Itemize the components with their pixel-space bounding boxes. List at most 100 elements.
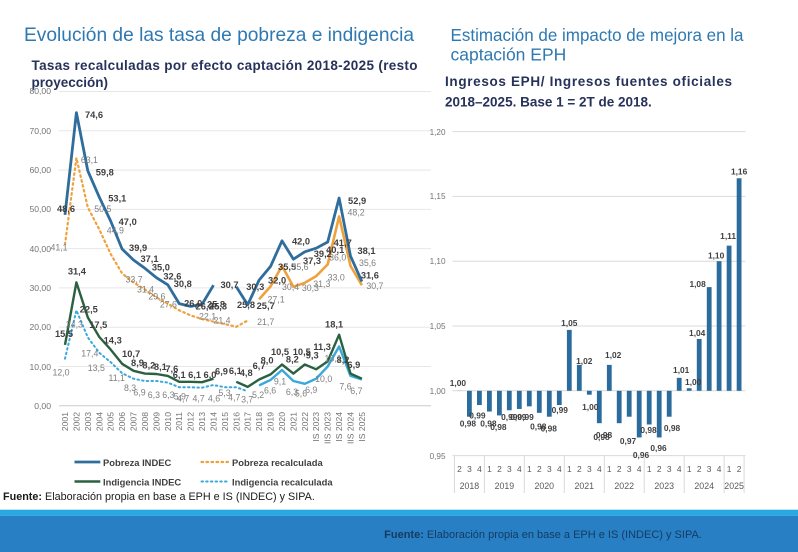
svg-text:15,5: 15,5 xyxy=(55,329,73,339)
svg-text:5,9: 5,9 xyxy=(174,392,186,402)
svg-text:1,02: 1,02 xyxy=(605,350,622,360)
svg-text:Tasas recalculadas por efecto: Tasas recalculadas por efecto captación … xyxy=(32,58,418,73)
svg-text:2022: 2022 xyxy=(614,481,634,491)
svg-text:50,00: 50,00 xyxy=(29,204,51,214)
svg-text:74,6: 74,6 xyxy=(85,110,103,120)
svg-text:2008: 2008 xyxy=(140,412,150,431)
svg-text:6,0: 6,0 xyxy=(204,370,217,380)
svg-text:29,6: 29,6 xyxy=(148,292,165,302)
svg-text:32,0: 32,0 xyxy=(268,276,286,286)
svg-text:33,0: 33,0 xyxy=(328,273,345,283)
svg-text:48,2: 48,2 xyxy=(348,207,365,217)
svg-text:1,01: 1,01 xyxy=(673,365,690,375)
svg-text:0,98: 0,98 xyxy=(593,432,610,442)
svg-text:31,6: 31,6 xyxy=(361,271,379,281)
svg-text:30,4: 30,4 xyxy=(282,282,299,292)
svg-text:4,7: 4,7 xyxy=(228,393,240,403)
svg-text:6,3: 6,3 xyxy=(148,390,160,400)
svg-text:0,98: 0,98 xyxy=(460,419,477,429)
svg-text:2003: 2003 xyxy=(83,412,93,431)
svg-text:30,8: 30,8 xyxy=(174,279,192,289)
svg-text:0,95: 0,95 xyxy=(430,452,446,461)
svg-text:1,10: 1,10 xyxy=(430,257,446,266)
svg-text:8,3: 8,3 xyxy=(124,383,136,393)
svg-text:1: 1 xyxy=(487,464,492,474)
svg-text:31,3: 31,3 xyxy=(313,279,330,289)
svg-text:17,5: 17,5 xyxy=(89,320,107,330)
svg-text:30,7: 30,7 xyxy=(220,280,238,290)
svg-text:2005: 2005 xyxy=(106,412,116,431)
svg-text:2: 2 xyxy=(537,464,542,474)
svg-text:0,98: 0,98 xyxy=(640,425,657,435)
svg-text:25,8: 25,8 xyxy=(237,300,255,310)
svg-text:8,2: 8,2 xyxy=(142,361,155,371)
svg-text:9,3: 9,3 xyxy=(306,351,319,361)
svg-text:30,7: 30,7 xyxy=(366,281,383,291)
svg-text:6,7: 6,7 xyxy=(350,386,362,396)
svg-text:0,96: 0,96 xyxy=(650,443,667,453)
svg-text:4,8: 4,8 xyxy=(240,368,253,378)
svg-text:1,05: 1,05 xyxy=(561,318,578,328)
svg-text:0,99: 0,99 xyxy=(510,412,527,422)
svg-text:2015: 2015 xyxy=(220,412,230,431)
svg-text:5,6: 5,6 xyxy=(295,389,307,399)
svg-text:5,2: 5,2 xyxy=(252,390,264,400)
svg-text:39,9: 39,9 xyxy=(129,243,147,253)
svg-text:2013: 2013 xyxy=(197,412,207,431)
svg-text:3: 3 xyxy=(467,464,472,474)
svg-text:35,6: 35,6 xyxy=(359,258,376,268)
svg-text:2016: 2016 xyxy=(231,412,241,431)
svg-text:3,7: 3,7 xyxy=(241,395,253,405)
svg-text:0,98: 0,98 xyxy=(596,430,613,440)
svg-text:Ingresos EPH/ Ingresos fuentes: Ingresos EPH/ Ingresos fuentes oficiales xyxy=(445,74,732,89)
svg-text:2021: 2021 xyxy=(288,412,298,431)
svg-text:52,9: 52,9 xyxy=(348,196,366,206)
svg-text:2018: 2018 xyxy=(254,412,264,431)
svg-text:Pobreza recalculada: Pobreza recalculada xyxy=(232,457,323,468)
svg-text:44,9: 44,9 xyxy=(107,225,124,235)
svg-text:8,9: 8,9 xyxy=(131,358,144,368)
svg-text:2010: 2010 xyxy=(163,412,173,431)
svg-text:2019: 2019 xyxy=(495,481,515,491)
svg-text:32,6: 32,6 xyxy=(163,272,181,282)
svg-text:1: 1 xyxy=(567,464,572,474)
svg-text:1: 1 xyxy=(527,464,532,474)
svg-text:IS 2023: IS 2023 xyxy=(311,412,321,442)
svg-text:2004: 2004 xyxy=(94,412,104,431)
svg-text:4,7: 4,7 xyxy=(192,393,204,403)
svg-text:35,6: 35,6 xyxy=(291,262,308,272)
svg-text:6,9: 6,9 xyxy=(215,367,228,377)
svg-text:6,3: 6,3 xyxy=(286,387,298,397)
svg-text:39,2: 39,2 xyxy=(314,249,332,259)
svg-text:42,0: 42,0 xyxy=(292,237,310,247)
svg-text:0,98: 0,98 xyxy=(541,424,558,434)
svg-text:60,00: 60,00 xyxy=(29,165,51,175)
svg-text:24,3: 24,3 xyxy=(66,319,83,329)
svg-text:37,1: 37,1 xyxy=(140,254,158,264)
svg-text:20,00: 20,00 xyxy=(29,322,51,332)
svg-text:3: 3 xyxy=(507,464,512,474)
svg-text:8,1: 8,1 xyxy=(154,362,167,372)
svg-text:2: 2 xyxy=(737,464,742,474)
svg-text:6,9: 6,9 xyxy=(133,388,145,398)
svg-text:Estimación de impacto de mejor: Estimación de impacto de mejora en la xyxy=(451,25,744,45)
svg-text:2009: 2009 xyxy=(151,412,161,431)
svg-text:31,4: 31,4 xyxy=(68,266,87,276)
svg-text:37,3: 37,3 xyxy=(303,256,321,266)
svg-text:22,1: 22,1 xyxy=(199,311,216,321)
svg-text:25,7: 25,7 xyxy=(257,301,275,311)
svg-text:33,7: 33,7 xyxy=(126,274,143,284)
svg-text:15,1: 15,1 xyxy=(325,354,342,364)
svg-text:IIS 2023: IIS 2023 xyxy=(323,412,333,444)
svg-text:1,15: 1,15 xyxy=(430,192,446,201)
svg-text:2014: 2014 xyxy=(209,412,219,431)
svg-text:1,20: 1,20 xyxy=(430,128,446,137)
svg-text:2011: 2011 xyxy=(174,412,184,431)
svg-text:2: 2 xyxy=(577,464,582,474)
svg-text:0,96: 0,96 xyxy=(633,450,650,460)
svg-text:proyección): proyección) xyxy=(32,75,109,90)
svg-text:25,8: 25,8 xyxy=(207,299,225,309)
svg-text:3: 3 xyxy=(587,464,592,474)
svg-text:0,98: 0,98 xyxy=(664,423,681,433)
svg-text:63,1: 63,1 xyxy=(81,155,98,165)
